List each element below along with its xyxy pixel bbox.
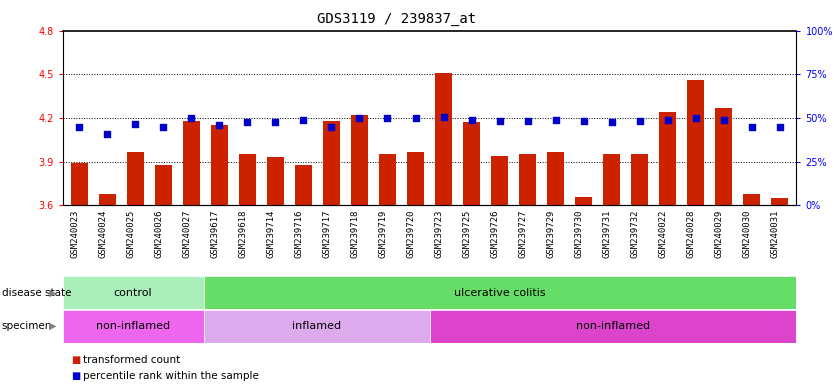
Point [269,119,282,126]
Point [101,131,114,137]
Text: ▶: ▶ [49,288,57,298]
Bar [203,276,796,309]
Bar [519,154,536,205]
Text: GSM239617: GSM239617 [210,210,219,258]
Point [185,115,198,121]
Bar [211,125,228,205]
Text: GSM239727: GSM239727 [519,210,528,258]
Bar [430,310,796,343]
Text: GSM239720: GSM239720 [406,210,415,258]
Text: GSM240025: GSM240025 [127,210,135,258]
Bar [603,154,620,205]
Text: GSM239719: GSM239719 [379,210,388,258]
Point [241,119,254,126]
Point [157,124,170,130]
Bar [716,108,732,205]
Text: GSM240026: GSM240026 [154,210,163,258]
Point [213,122,226,128]
Bar [659,112,676,205]
Text: specimen: specimen [2,321,52,331]
Text: ulcerative colitis: ulcerative colitis [455,288,546,298]
Point [745,124,758,130]
Bar [435,73,452,205]
Text: GSM240022: GSM240022 [659,210,667,258]
Point [353,115,366,121]
Text: GSM239723: GSM239723 [435,210,444,258]
Text: GSM239618: GSM239618 [239,210,248,258]
Bar [127,152,143,205]
Bar [239,154,256,205]
Bar [379,154,396,205]
Bar [575,197,592,205]
Text: GSM239730: GSM239730 [575,210,584,258]
Text: GSM240029: GSM240029 [715,210,724,258]
Bar [771,198,788,205]
Text: GSM240031: GSM240031 [771,210,780,258]
Point [128,121,142,127]
Point [521,118,535,124]
Point [549,116,562,122]
Bar [295,165,312,205]
Bar [631,154,648,205]
Bar [63,310,203,343]
Bar [351,115,368,205]
Bar [203,310,430,343]
Text: ▶: ▶ [49,321,57,331]
Text: GSM240030: GSM240030 [742,210,751,258]
Bar [267,157,284,205]
Text: GSM239731: GSM239731 [603,210,611,258]
Text: GSM240028: GSM240028 [686,210,696,258]
Bar [491,156,508,205]
Text: non-inflamed: non-inflamed [576,321,650,331]
Text: ■: ■ [71,355,80,365]
Text: GSM240024: GSM240024 [98,210,108,258]
Point [633,118,646,124]
Text: GSM239729: GSM239729 [546,210,555,258]
Text: GSM239714: GSM239714 [266,210,275,258]
Text: GSM239726: GSM239726 [490,210,500,258]
Point [381,115,394,121]
Point [324,124,338,130]
Text: GSM239717: GSM239717 [323,210,331,258]
Bar [183,121,200,205]
Point [493,118,506,124]
Text: disease state: disease state [2,288,71,298]
Bar [407,152,424,205]
Text: GSM239732: GSM239732 [631,210,640,258]
Bar [99,194,116,205]
Point [605,119,618,126]
Bar [687,80,704,205]
Text: percentile rank within the sample: percentile rank within the sample [83,371,259,381]
Bar [463,122,480,205]
Text: ■: ■ [71,371,80,381]
Point [465,116,478,122]
Bar [155,165,172,205]
Text: GSM239716: GSM239716 [294,210,304,258]
Bar [63,276,203,309]
Bar [323,121,340,205]
Point [73,124,86,130]
Bar [71,163,88,205]
Bar [743,194,760,205]
Text: control: control [113,288,153,298]
Point [689,115,702,121]
Text: GSM240023: GSM240023 [70,210,79,258]
Point [773,124,786,130]
Text: GSM239718: GSM239718 [350,210,359,258]
Point [297,116,310,122]
Bar [547,152,564,205]
Text: GSM239725: GSM239725 [463,210,471,258]
Point [577,118,590,124]
Text: non-inflamed: non-inflamed [96,321,170,331]
Point [437,114,450,120]
Point [661,116,674,122]
Text: GDS3119 / 239837_at: GDS3119 / 239837_at [317,12,475,25]
Text: GSM240027: GSM240027 [183,210,192,258]
Text: transformed count: transformed count [83,355,181,365]
Point [717,116,731,122]
Text: inflamed: inflamed [292,321,341,331]
Point [409,115,422,121]
